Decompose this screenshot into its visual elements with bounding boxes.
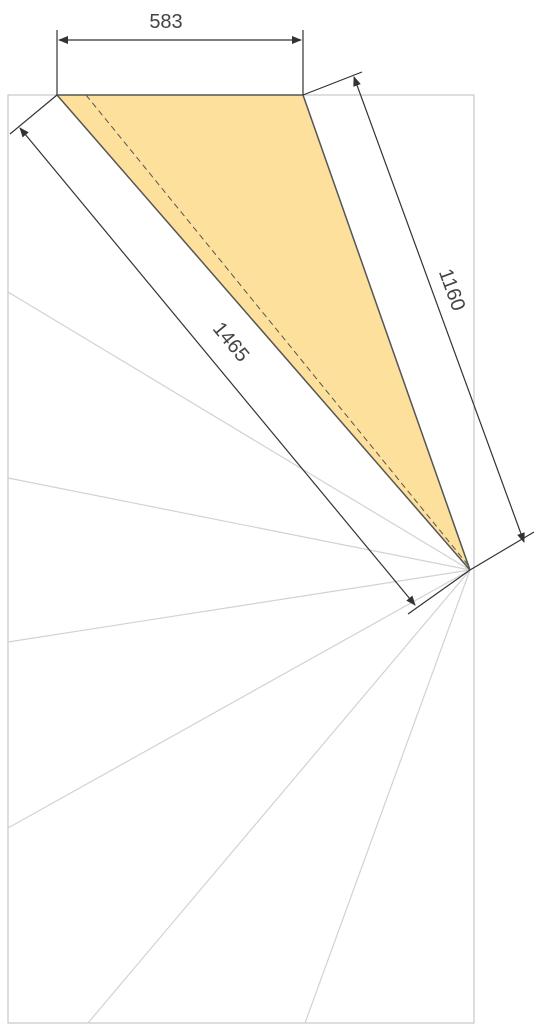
dimension-right-side [302,71,535,571]
stair-ray [7,477,471,571]
dimension-long-side [9,94,471,615]
stair-ray [304,569,471,1024]
extension-line-top-left [9,94,58,135]
dimension-top [56,30,304,95]
stair-ray [87,569,471,1024]
extension-line-bottom-right [469,531,535,571]
extension-line-bottom [407,569,471,615]
dimension-label-right: 1160 [434,266,469,314]
dimension-line-right [353,76,525,543]
stair-ray [7,569,471,829]
dimension-label-top: 583 [149,11,182,33]
stair-ray [7,569,471,643]
extension-line-top-right [302,71,363,96]
dimension-line-long [19,127,416,606]
dimension-label-long: 1465 [208,318,253,366]
